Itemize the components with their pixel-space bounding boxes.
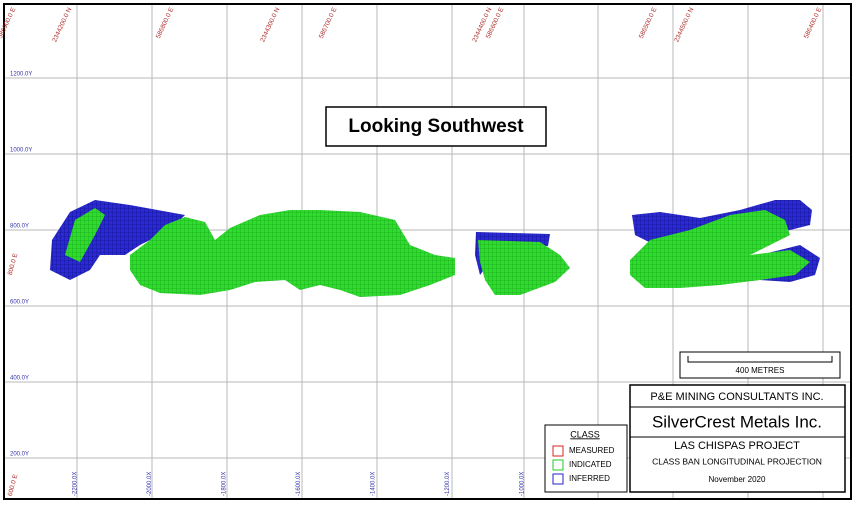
client: SilverCrest Metals Inc.	[652, 412, 822, 431]
scale-label: 400 METRES	[736, 366, 785, 375]
consultant: P&E MINING CONSULTANTS INC.	[650, 391, 823, 403]
view-box	[325, 106, 547, 147]
elevation-label: 800.0Y	[10, 224, 29, 230]
legend-swatch	[552, 445, 564, 457]
scale-bar	[687, 356, 833, 363]
view-title: Looking Southwest	[348, 116, 524, 137]
indicated-block	[65, 208, 105, 262]
drawing-title: CLASS BAN LONGITUDINAL PROJECTION	[652, 456, 822, 466]
legend-item: INDICATED	[569, 460, 612, 469]
elevation-label: 400.0Y	[10, 376, 29, 382]
legend-box	[544, 424, 628, 493]
legend-item: MEASURED	[569, 446, 615, 455]
indicated-block	[130, 210, 455, 297]
elevation-label: 1000.0Y	[10, 148, 32, 154]
section-label: -1200.0X	[445, 472, 451, 496]
indicated-block	[630, 210, 810, 288]
title-block	[629, 384, 846, 493]
legend-item: INFERRED	[569, 474, 610, 483]
project: LAS CHISPAS PROJECT	[674, 440, 800, 452]
legend-swatch	[552, 459, 564, 471]
section-label: -1800.0X	[222, 472, 228, 496]
section-label: -1400.0X	[371, 472, 377, 496]
ore-blocks	[50, 200, 820, 297]
legend-swatch	[552, 473, 564, 485]
elevation-label: 600.0Y	[10, 300, 29, 306]
section-label: -2200.0X	[73, 472, 79, 496]
legend-title: CLASS	[570, 429, 600, 439]
elevation-label: 200.0Y	[10, 452, 29, 458]
section-label: -2000.0X	[147, 472, 153, 496]
section-label: -1000.0X	[520, 472, 526, 496]
elevation-label: 1200.0Y	[10, 72, 32, 78]
date: November 2020	[709, 475, 766, 484]
indicated-block	[478, 240, 570, 295]
scale-box	[679, 351, 841, 379]
section-label: -1600.0X	[296, 472, 302, 496]
